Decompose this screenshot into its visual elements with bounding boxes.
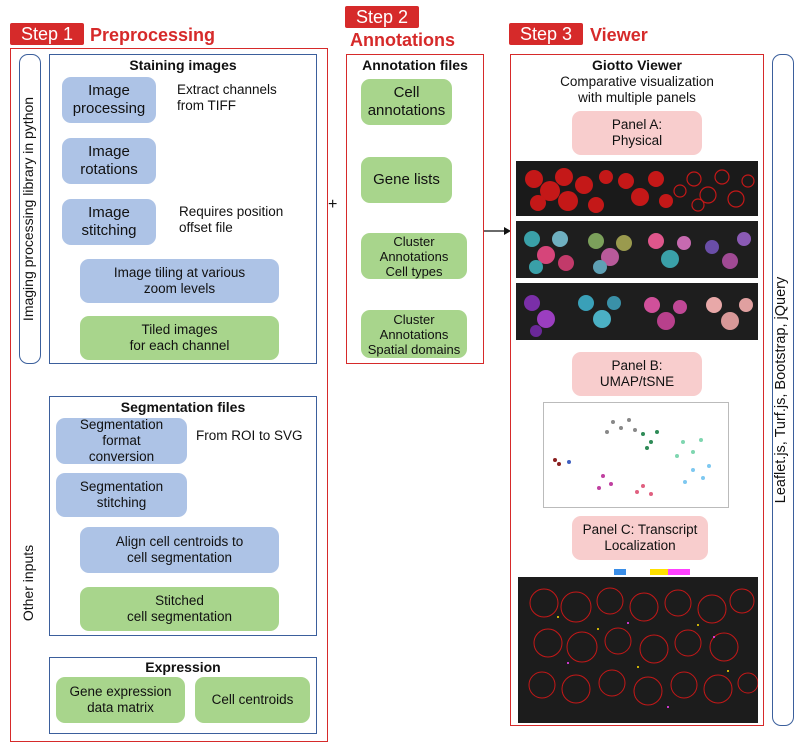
image-stitching-note: Requires position offset file xyxy=(179,204,284,235)
giotto-viewer-subtitle: Comparative visualization with multiple … xyxy=(560,74,714,105)
cell-centroids-box: Cell centroids xyxy=(195,677,310,723)
imaging-library-bracket xyxy=(19,54,41,364)
panel-a-label: Panel A: Physical xyxy=(572,111,702,155)
cluster-cell-types-box: Cluster Annotations Cell types xyxy=(361,233,467,279)
imaging-library-label: Imaging processing library in python xyxy=(20,96,36,322)
staining-images-title: Staining images xyxy=(129,57,237,73)
tiled-images-box: Tiled images for each channel xyxy=(80,316,279,360)
step2-title: Annotations xyxy=(350,30,455,50)
giotto-viewer-title: Giotto Viewer xyxy=(592,57,682,73)
other-inputs-label: Other inputs xyxy=(20,544,36,622)
panel-a-strip-2 xyxy=(516,221,758,278)
image-rotations-box: Image rotations xyxy=(62,138,156,184)
panel-b-label: Panel B: UMAP/tSNE xyxy=(572,352,702,396)
stitched-segmentation-box: Stitched cell segmentation xyxy=(80,587,279,631)
segmentation-format-note: From ROI to SVG xyxy=(196,428,303,443)
segmentation-stitching-box: Segmentation stitching xyxy=(56,473,187,517)
panel-a-strip-1 xyxy=(516,161,758,216)
step1-title: Preprocessing xyxy=(90,25,216,45)
step3-title: Viewer xyxy=(590,25,648,45)
annotation-files-section xyxy=(346,54,484,364)
staining-images-section xyxy=(49,54,317,364)
tech-stack-label: Leaflet.js, Turf.js, Bootstrap, jQuery xyxy=(773,276,789,504)
expression-section xyxy=(49,657,317,734)
step1-badge: Step 1 xyxy=(10,23,84,45)
segmentation-files-section xyxy=(49,396,317,636)
image-processing-note: Extract channels from TIFF xyxy=(177,82,277,113)
giotto-viewer-section xyxy=(510,54,764,726)
segmentation-format-conversion-box: Segmentation format conversion xyxy=(56,417,187,464)
gene-expression-matrix-box: Gene expression data matrix xyxy=(56,677,185,723)
image-tiling-box: Image tiling at various zoom levels xyxy=(80,259,279,303)
step1-container xyxy=(10,48,328,742)
gene-lists-box: Gene lists xyxy=(361,157,452,203)
panel-c-label: Panel C: Transcript Localization xyxy=(572,516,708,560)
segmentation-files-title: Segmentation files xyxy=(120,399,246,415)
annotation-files-title: Annotation files xyxy=(362,57,468,73)
panel-c-transcript-thumbnail xyxy=(518,567,758,723)
align-centroids-box: Align cell centroids to cell segmentatio… xyxy=(80,527,279,573)
cluster-spatial-domains-box: Cluster Annotations Spatial domains xyxy=(361,310,467,358)
flow-arrow xyxy=(484,227,511,235)
panel-a-strip-3 xyxy=(516,283,758,340)
plus-sign: + xyxy=(328,196,338,213)
tech-stack-bracket xyxy=(772,54,794,726)
image-stitching-box: Image stitching xyxy=(62,199,156,245)
cell-annotations-box: Cell annotations xyxy=(361,79,452,125)
image-processing-box: Image processing xyxy=(62,77,156,123)
panel-b-umap-thumbnail xyxy=(543,402,729,508)
step2-badge: Step 2 xyxy=(345,6,419,28)
expression-title: Expression xyxy=(145,659,221,675)
step3-badge: Step 3 xyxy=(509,23,583,45)
